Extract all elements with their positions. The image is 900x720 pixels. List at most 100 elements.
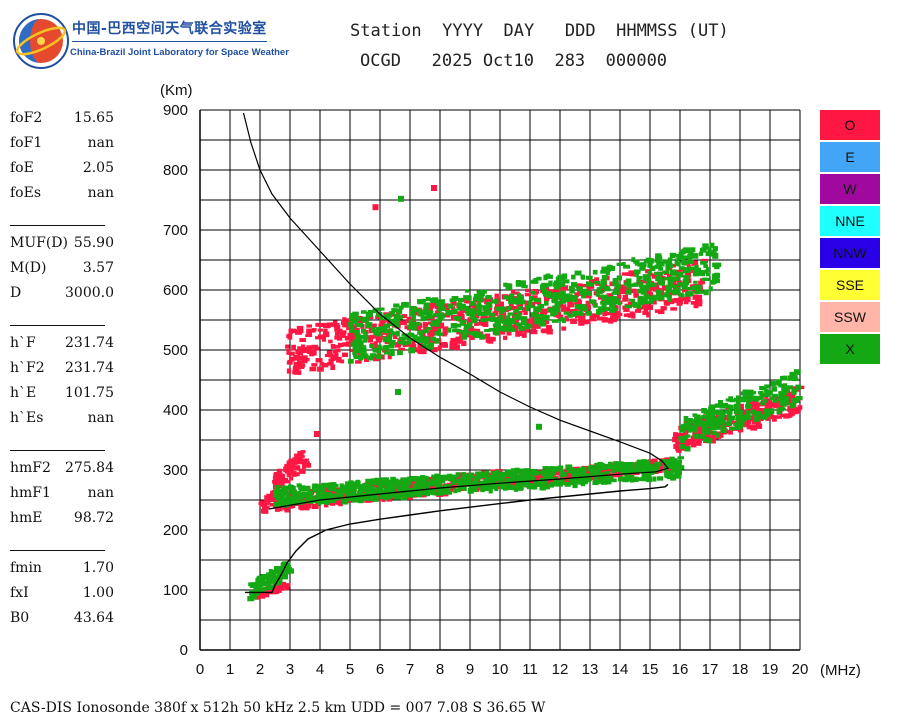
x-tick-label: 18 [732,661,749,678]
echo-point-o [797,385,805,390]
echo-point-x [501,326,509,332]
echo-point-o [750,416,755,422]
y-tick-label: 300 [163,462,188,479]
echo-point-o [737,403,744,410]
echo-point-o [643,309,648,313]
echo-point-x [434,322,440,327]
echo-point-x [408,319,413,324]
profile-curves [242,112,670,594]
echo-point-o [308,328,316,333]
echo-point-o [622,298,629,302]
echo-point-x [513,308,520,313]
echo-point-x [604,463,610,470]
echo-point-x [628,298,636,302]
echo-point-x [368,479,376,484]
echo-point-x [677,456,685,460]
echo-point-x [496,481,503,487]
echo-point-x [601,266,608,272]
echo-point-x [401,482,407,488]
echo-point-o [259,592,266,599]
echo-point-x [488,487,493,494]
echo-point-o [696,297,703,303]
echo-point-x [407,332,412,337]
echo-point-x [634,260,639,266]
echo-point-o [301,355,308,361]
echo-point-o [286,504,294,509]
echo-point-x [783,399,789,405]
echo-point-o [336,335,343,341]
echo-point-x [451,474,458,479]
echo-point-x [623,264,630,269]
echo-point-x [782,383,788,387]
echo-point-o [789,411,794,417]
echo-point-x [400,477,408,481]
electron-density-profile [245,483,669,594]
echo-point-o [291,344,296,351]
echo-point-x [743,414,751,420]
echo-point-o [344,335,350,341]
echo-point-x [644,461,650,467]
echo-point-x [652,476,657,482]
echo-point-x [590,471,597,476]
echo-point-x [523,471,529,478]
echo-point-x [367,484,372,488]
echo-point-o [556,312,562,318]
echo-point-x [450,323,457,329]
echo-point-o [768,402,776,408]
echo-point-x [383,323,391,329]
echo-point-x [268,568,273,575]
echo-point-o [306,328,311,334]
x-tick-label: 14 [612,661,629,678]
echo-point-o [545,324,552,330]
echo-point-x [265,574,271,580]
echo-point-o [290,351,295,356]
echo-point-o [364,357,370,362]
echo-point-x [337,490,344,497]
echo-point-x [505,284,511,289]
echo-point-x [363,331,368,337]
echo-point-x [729,426,736,431]
echo-point-x [560,298,567,304]
echo-point-x [377,481,384,487]
echo-point-o [690,435,696,441]
echo-point-o [461,340,467,347]
echo-point-o [564,315,569,322]
echo-point-x [625,474,631,480]
echo-point-x [683,422,690,429]
echo-point-x [606,478,612,485]
echo-point-o [380,318,387,323]
echo-point-x [421,481,427,486]
echo-point-o [431,325,438,330]
echo-point-o [330,354,337,361]
echo-point-x [505,485,511,490]
echo-point-x [480,318,487,323]
echo-point-x [604,471,610,475]
echo-point-o [780,414,786,418]
echo-point-x [376,312,383,318]
echo-point-x [398,305,404,310]
echo-point-x [484,317,490,322]
echo-point-x [428,479,434,484]
echo-point-x [637,461,643,467]
echo-point-o [429,329,436,333]
echo-point-o [315,358,323,363]
echo-point-o [687,278,692,284]
echo-point-x [426,314,434,319]
echo-point-o [751,399,759,406]
echo-point-x [392,495,399,499]
echo-point-x [440,307,446,311]
echo-point-x [629,475,635,479]
echo-point-x [783,386,789,391]
echo-point-o [698,301,703,307]
echo-point-x [687,253,693,260]
echo-point-o [342,342,349,347]
echo-point-x [580,482,586,487]
param-separator [10,450,105,451]
echo-point-x [484,470,490,476]
echo-point-x [464,323,470,329]
echo-point-x [775,379,782,386]
param-separator [10,550,105,551]
echo-point-x [627,466,634,472]
echo-point-o [302,463,307,469]
echo-point-o [563,285,569,291]
